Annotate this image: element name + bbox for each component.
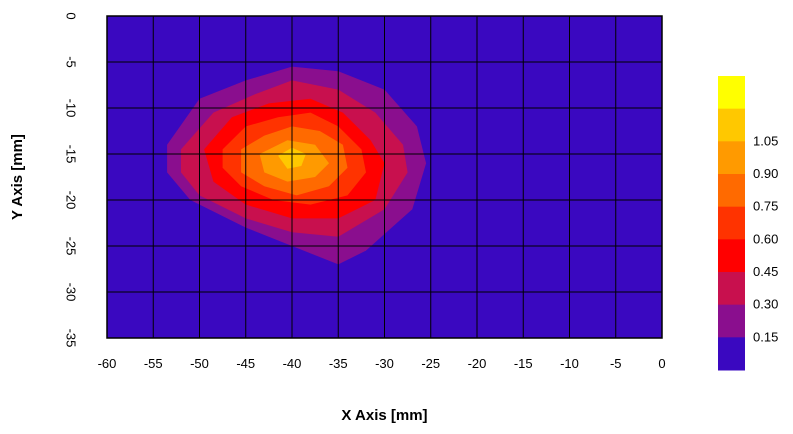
colorbar-swatch <box>718 141 745 175</box>
x-tick-labels: -60 -55 -50 -45 -40 -35 -30 -25 -20 -15 -10 -5 0 <box>98 356 666 371</box>
colorbar-label: 0.75 <box>753 199 778 214</box>
x-axis-title: X Axis [mm] <box>341 407 427 424</box>
y-tick-label: -20 <box>64 191 79 210</box>
x-tick-label: -25 <box>421 356 440 371</box>
x-tick-label: -35 <box>329 356 348 371</box>
colorbar-swatch <box>718 108 745 142</box>
x-tick-label: -40 <box>283 356 302 371</box>
colorbar-legend: 1.05 0.90 0.75 0.60 0.45 0.30 0.15 <box>718 76 778 371</box>
colorbar-swatch <box>718 206 745 240</box>
colorbar-swatch <box>718 174 745 208</box>
y-tick-label: -10 <box>64 99 79 118</box>
x-tick-label: -30 <box>375 356 394 371</box>
colorbar-label: 0.45 <box>753 264 778 279</box>
colorbar-swatch <box>718 337 745 371</box>
x-tick-label: 0 <box>658 356 665 371</box>
colorbar-swatch <box>718 304 745 338</box>
colorbar-label: 0.15 <box>753 329 778 344</box>
colorbar-label: 1.05 <box>753 133 778 148</box>
x-tick-label: -50 <box>190 356 209 371</box>
colorbar-swatch <box>718 76 745 110</box>
x-tick-label: -20 <box>468 356 487 371</box>
x-tick-label: -60 <box>98 356 117 371</box>
x-tick-label: -15 <box>514 356 533 371</box>
x-tick-label: -5 <box>610 356 622 371</box>
grid-lines <box>106 15 663 339</box>
x-tick-label: -55 <box>144 356 163 371</box>
plot-border <box>106 15 663 339</box>
x-tick-label: -10 <box>560 356 579 371</box>
colorbar-label: 0.30 <box>753 297 778 312</box>
colorbar-label: 0.60 <box>753 231 778 246</box>
y-axis-title: Y Axis [mm] <box>9 134 26 220</box>
y-tick-label: -15 <box>64 145 79 164</box>
y-tick-labels: 0 -5 -10 -15 -20 -25 -30 -35 <box>64 12 79 347</box>
contour-layer <box>167 66 427 265</box>
y-tick-label: -30 <box>64 283 79 302</box>
colorbar-swatch <box>718 239 745 273</box>
y-tick-label: -35 <box>64 329 79 348</box>
x-tick-label: -45 <box>236 356 255 371</box>
y-tick-label: 0 <box>64 12 79 19</box>
y-tick-label: -25 <box>64 237 79 256</box>
colorbar-swatch <box>718 272 745 306</box>
y-tick-label: -5 <box>64 56 79 68</box>
colorbar-label: 0.90 <box>753 166 778 181</box>
